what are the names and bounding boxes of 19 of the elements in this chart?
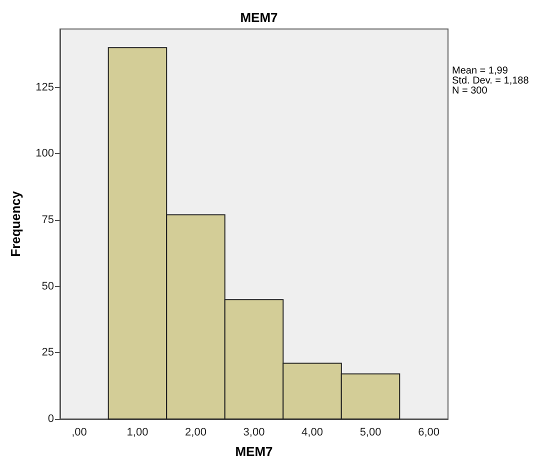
text: Std. Dev. = 1,188: [452, 76, 530, 86]
y-tick-label: 25: [42, 346, 54, 359]
text: N = 300: [452, 86, 488, 96]
x-tick-label: 4,00: [302, 426, 323, 438]
x-axis-title: MEM7: [235, 444, 273, 459]
y-axis-title: Frequency: [8, 190, 23, 257]
x-tick-label: 6,00: [418, 426, 440, 438]
y-tick-label: 100: [36, 148, 54, 160]
x-tick-label: 1,00: [126, 426, 148, 438]
x-tick-label: 5,00: [360, 426, 382, 438]
x-tick-label: 2,00: [185, 426, 206, 438]
x-tick-label: 3,00: [243, 426, 265, 438]
y-tick-label: 125: [36, 81, 54, 94]
text: Mean = 1,99: [452, 66, 508, 76]
chart-title: MEM7: [240, 10, 278, 25]
x-tick-label: ,00: [72, 426, 87, 438]
y-tick-label: 50: [42, 280, 54, 292]
y-tick-label: 0: [48, 413, 54, 425]
y-tick-label: 75: [42, 214, 54, 226]
